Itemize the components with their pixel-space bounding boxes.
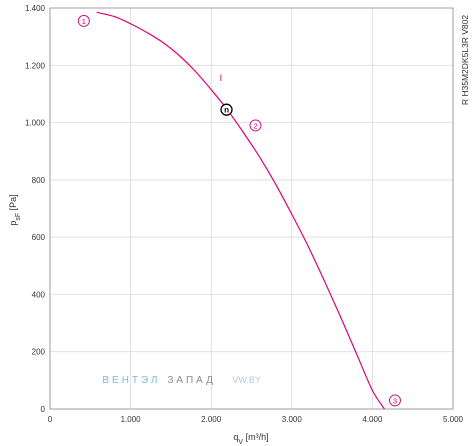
x-tick-label: 5.000 [443,415,464,424]
annotations-layer: I [220,73,223,83]
x-tick-label: 0 [48,415,53,424]
marker-3-circle [389,394,401,407]
marker-1-circle [77,14,90,27]
y-tick-label: 400 [32,290,46,299]
y-tick-label: 800 [32,176,46,185]
markers-layer: 1 2 3 n [77,14,401,407]
x-axis-label: qV [m³/h] [233,432,268,446]
side-label: R H35M2DK5L3R V802 [460,15,470,106]
series-layer [96,11,385,410]
marker-n-label: n [224,106,229,115]
x-tick-label: 1.000 [121,415,142,424]
x-tick-label: 4.000 [362,415,383,424]
watermark-part2: ЗАПАД [167,375,216,386]
y-tick-labels: 0 200 400 600 800 1.000 1.200 1.400 [25,4,46,414]
watermark-part1: ВЕНТЭЛ [102,375,160,386]
marker-n-circle [220,103,233,116]
plot-frame [49,7,454,410]
grid-lines [50,8,453,409]
y-tick-label: 1.000 [25,119,46,128]
watermark-part3: VW.BY [232,375,261,385]
x-tick-label: 3.000 [282,415,303,424]
watermark: ВЕНТЭЛ ЗАПАД VW.BY [102,375,261,386]
y-tick-label: 1.400 [25,4,46,13]
x-tick-label: 2.000 [201,415,222,424]
annotation-text: I [220,73,223,83]
marker-2-circle [249,119,262,132]
y-axis-label: psF [Pa] [8,194,22,225]
y-tick-label: 200 [32,348,46,357]
series-line [96,11,385,410]
y-tick-label: 1.200 [25,61,46,70]
marker-2-label: 2 [253,121,257,130]
marker-1-label: 1 [82,17,86,26]
y-tick-label: 600 [32,233,46,242]
marker-3-label: 3 [393,396,397,405]
y-tick-label: 0 [41,405,46,414]
x-tick-labels: 0 1.000 2.000 3.000 4.000 5.000 [48,415,464,424]
